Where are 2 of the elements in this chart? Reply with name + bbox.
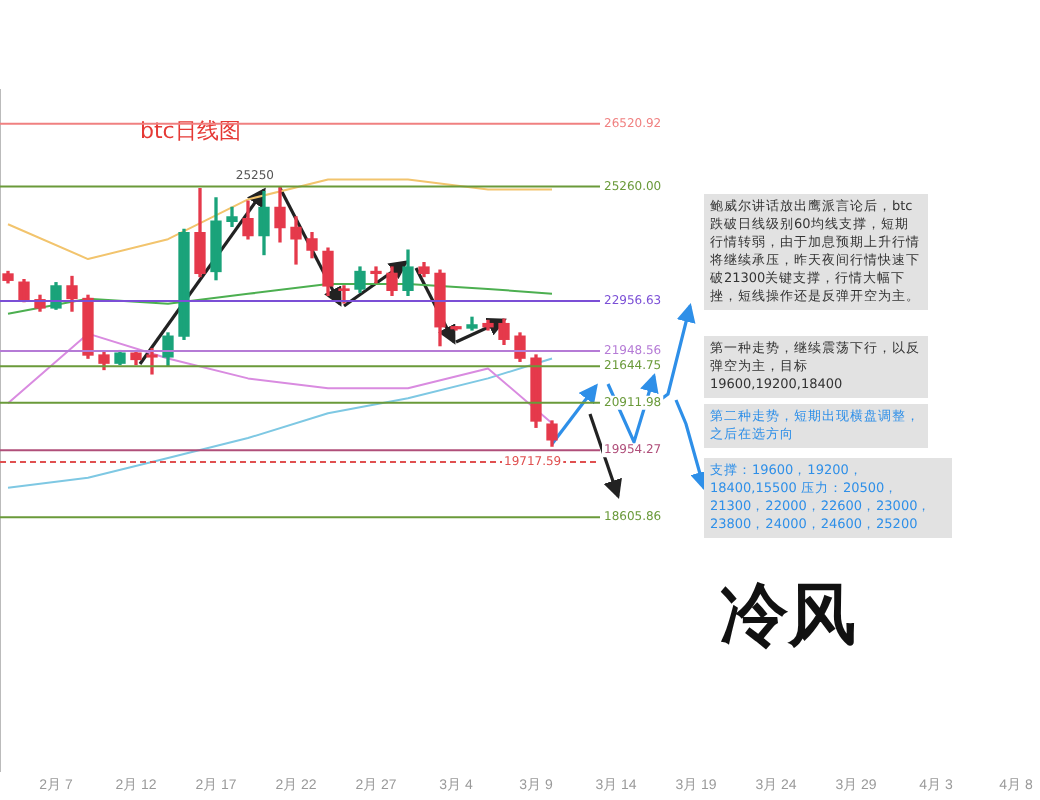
annotation: 冷风: [720, 574, 856, 660]
text: btc日线图: [140, 116, 241, 146]
